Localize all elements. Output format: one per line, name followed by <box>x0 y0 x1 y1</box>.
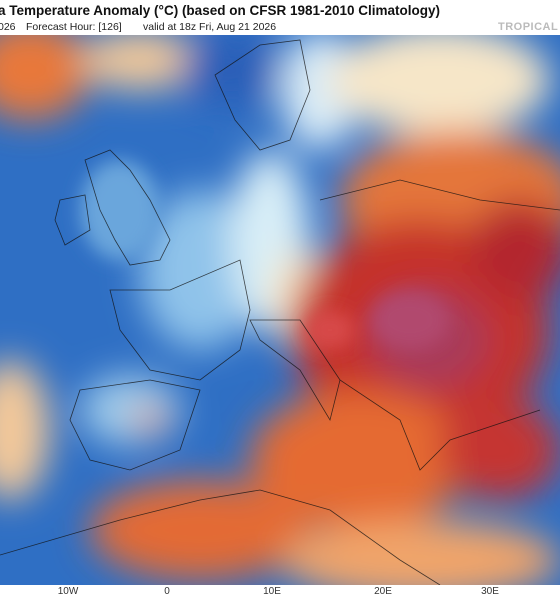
longitude-label: 0 <box>164 586 170 597</box>
valid-time: valid at 18z Fri, Aug 21 2026 <box>143 21 276 33</box>
anomaly-field <box>0 35 560 585</box>
forecast-hour: Forecast Hour: [126] <box>26 21 122 33</box>
run-label: 026 <box>0 21 16 33</box>
longitude-label: 10W <box>58 586 79 597</box>
map-title: a Temperature Anomaly (°C) (based on CFS… <box>0 3 440 18</box>
longitude-label: 10E <box>263 586 281 597</box>
longitude-label: 20E <box>374 586 392 597</box>
brand-watermark: TROPICAL <box>498 21 558 33</box>
longitude-label: 30E <box>481 586 499 597</box>
